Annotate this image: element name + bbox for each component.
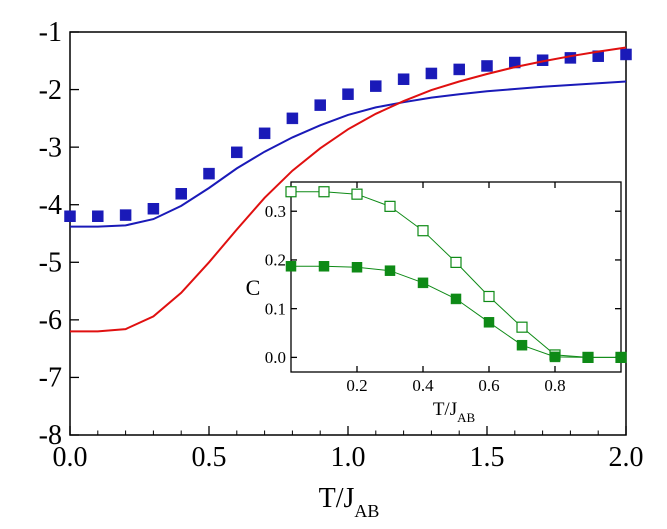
main-series-2-line <box>70 46 627 333</box>
inset-series-1-point <box>351 262 363 273</box>
main-series-0-point <box>258 127 271 140</box>
main-series-0-point <box>147 202 160 215</box>
inset-series-1-point <box>450 293 462 305</box>
inset-x-tick-label: 0.4 <box>412 376 434 395</box>
inset-series-1-point <box>285 261 297 272</box>
main-series-0-point <box>481 60 493 72</box>
inset-x-tick-label: 0.6 <box>478 376 499 395</box>
inset-series-1-point <box>615 352 627 363</box>
inset-series-1-point <box>318 261 330 272</box>
inset-series-0-point <box>450 256 462 268</box>
main-series-0-point <box>453 63 465 76</box>
main-axis-ticks <box>69 31 627 436</box>
main-series-0-point <box>119 209 132 221</box>
main-series-0-point <box>175 188 187 200</box>
main-x-axis-title-text: T/J <box>319 483 355 514</box>
main-y-tick-label: -6 <box>39 305 62 336</box>
main-series-0-point <box>286 112 299 125</box>
main-x-tick-label: 1.0 <box>331 442 366 473</box>
main-x-tick-label: 0.5 <box>192 442 227 473</box>
main-y-tick-label: -7 <box>39 363 62 394</box>
inset-x-axis-title-text: T/J <box>433 399 457 420</box>
inset-y-axis-title: C <box>246 275 261 300</box>
main-y-tick-label: -2 <box>39 75 62 106</box>
main-x-tick-label: 0.0 <box>53 442 88 473</box>
inset-series-0-point <box>384 200 396 212</box>
main-series-0-point <box>370 80 382 92</box>
inset-plot-frame <box>290 181 622 373</box>
inset-series-1-point <box>582 352 594 363</box>
main-series-0-point <box>425 67 438 80</box>
main-x-tick-label: 1.5 <box>470 442 505 473</box>
main-series-group <box>64 46 632 333</box>
main-series-0-point <box>397 73 410 85</box>
inset-y-tick-label: 0.0 <box>265 348 286 367</box>
inset-y-tick-label: 0.2 <box>265 251 286 270</box>
inset-axis-tick-labels: 0.2 0.4 0.6 0.8 0.0 0.1 0.2 0.3 <box>265 202 566 395</box>
main-series-0-point <box>64 210 76 222</box>
main-series-0-point <box>203 167 215 180</box>
main-x-axis-title: T/JAB <box>319 483 380 521</box>
inset-series-0-point <box>285 186 297 198</box>
inset-x-axis-title-subscript: AB <box>457 410 475 425</box>
main-series-0-point <box>342 88 354 100</box>
inset-series-1-point <box>483 317 495 328</box>
main-series-1-line <box>70 80 627 228</box>
inset-series-0-point <box>516 321 528 333</box>
inset-axis-ticks <box>291 182 621 372</box>
inset-series-0-point <box>318 186 330 198</box>
main-series-0-point <box>231 146 243 159</box>
inset-x-axis-title: T/JAB <box>433 399 476 425</box>
inset-x-tick-label: 0.8 <box>544 376 565 395</box>
inset-series-0-point <box>351 188 363 200</box>
main-y-tick-label: -4 <box>39 190 62 221</box>
main-axis-tick-labels: 0.0 0.5 1.0 1.5 2.0 -8 -7 -6 -5 -4 -3 -2 -1 <box>39 17 644 473</box>
inset-series-0-point <box>483 290 495 303</box>
inset-series-1-point <box>417 277 429 289</box>
main-y-tick-label: -3 <box>39 132 62 163</box>
inset-series-1-point <box>384 265 396 276</box>
inset-series-0-point <box>417 225 429 237</box>
inset-series-1-point <box>516 339 528 351</box>
inset-x-tick-label: 0.2 <box>346 376 367 395</box>
main-series-0-point <box>92 210 104 222</box>
inset-y-tick-label: 0.1 <box>265 299 286 318</box>
main-x-axis-title-subscript: AB <box>354 501 379 521</box>
main-series-0-point <box>314 99 326 111</box>
main-series-0-point <box>620 48 632 61</box>
main-x-tick-label: 2.0 <box>609 442 644 473</box>
inset-y-tick-label: 0.3 <box>265 202 286 221</box>
inset-series-group <box>285 186 627 363</box>
main-y-tick-label: -5 <box>39 248 62 279</box>
main-y-tick-label: -1 <box>39 17 62 48</box>
main-y-tick-label: -8 <box>39 420 62 451</box>
inset-series-1-point <box>549 351 561 363</box>
